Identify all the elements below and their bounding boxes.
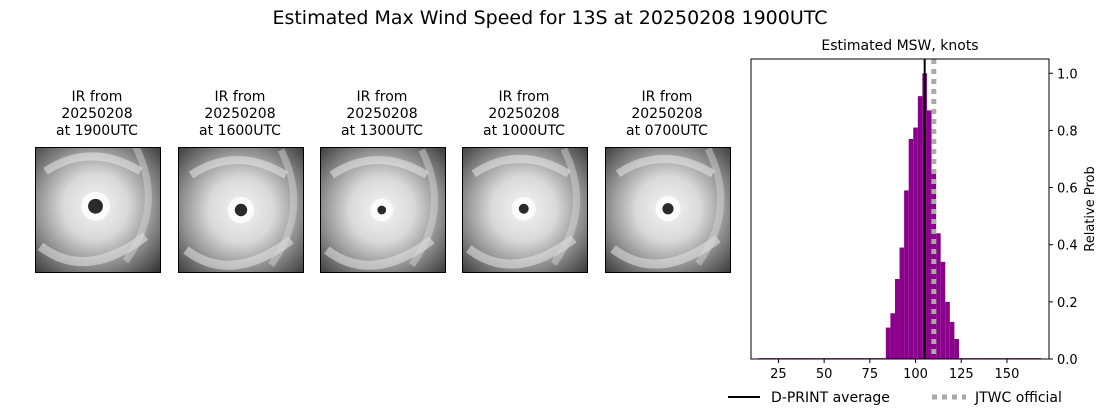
ir-satellite-image [320, 147, 446, 273]
ir-caption-line2: 20250208 [631, 106, 703, 122]
y-axis-label: Relative Prob [1083, 166, 1098, 251]
ir-caption-line1: IR from [498, 89, 550, 105]
ir-image-graphic [36, 148, 160, 272]
histogram-bar [926, 110, 932, 359]
y-tick-label: 0.4 [1057, 239, 1078, 254]
y-tick-label: 0.2 [1057, 296, 1078, 311]
histogram-bar [899, 247, 905, 359]
histogram-bar [949, 321, 955, 359]
ir-caption-line3: at 1000UTC [483, 123, 565, 139]
x-tick-label: 100 [903, 367, 928, 382]
ir-caption: IR from 20250208 at 0700UTC [587, 89, 747, 140]
histogram-bar [931, 170, 937, 359]
x-tick-label: 150 [995, 367, 1020, 382]
ir-satellite-image [178, 147, 304, 273]
ir-caption-line2: 20250208 [61, 106, 133, 122]
ir-image-graphic [179, 148, 303, 272]
histogram-bar [913, 127, 918, 359]
chart-title: Estimated MSW, knots [821, 38, 978, 54]
histogram-bar [917, 96, 923, 360]
ir-caption-line3: at 1300UTC [341, 123, 423, 139]
ir-image-graphic [463, 148, 587, 272]
ir-caption-line1: IR from [214, 89, 266, 105]
histogram-bar [894, 279, 900, 359]
legend-dprint-label: D-PRINT average [771, 390, 890, 406]
y-tick-label: 0.6 [1057, 182, 1078, 197]
ir-caption-line2: 20250208 [488, 106, 560, 122]
y-tick-label: 1.0 [1057, 67, 1078, 82]
ir-satellite-image [35, 147, 161, 273]
ir-caption-line3: at 1600UTC [199, 123, 281, 139]
ir-caption-line1: IR from [71, 89, 123, 105]
x-tick-label: 75 [862, 367, 879, 382]
ir-caption-line1: IR from [356, 89, 408, 105]
ir-satellite-image [605, 147, 731, 273]
histogram-bar [885, 327, 891, 359]
x-tick-label: 125 [949, 367, 974, 382]
x-tick-label: 50 [816, 367, 833, 382]
histogram-bar [904, 190, 909, 359]
histogram-bar [945, 301, 950, 359]
ir-caption-line1: IR from [641, 89, 693, 105]
ir-caption-line3: at 0700UTC [626, 123, 708, 139]
ir-caption: IR from 20250208 at 1000UTC [444, 89, 604, 140]
histogram-bar [936, 233, 941, 359]
legend-jtwc-label: JTWC official [974, 390, 1062, 406]
x-tick-label: 25 [770, 367, 787, 382]
ir-caption: IR from 20250208 at 1300UTC [302, 89, 462, 140]
ir-caption-line3: at 1900UTC [56, 123, 138, 139]
histogram-bar [890, 313, 895, 359]
histogram-bar [908, 139, 914, 359]
histogram-bar [954, 339, 959, 359]
ir-caption: IR from 20250208 at 1600UTC [160, 89, 320, 140]
plot-frame [750, 58, 1050, 360]
ir-caption-line2: 20250208 [204, 106, 276, 122]
histogram-bar [940, 261, 946, 359]
y-tick-label: 0.8 [1057, 124, 1078, 139]
figure-title: Estimated Max Wind Speed for 13S at 2025… [272, 7, 828, 29]
ir-caption-line2: 20250208 [346, 106, 418, 122]
ir-satellite-image [462, 147, 588, 273]
ir-image-graphic [321, 148, 445, 272]
ir-image-graphic [606, 148, 730, 272]
ir-caption: IR from 20250208 at 1900UTC [17, 89, 177, 140]
y-tick-label: 0.0 [1057, 353, 1078, 368]
